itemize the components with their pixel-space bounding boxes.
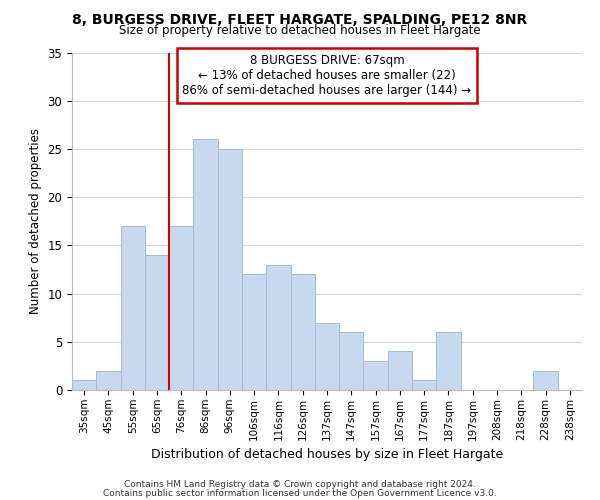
- Bar: [242, 274, 266, 390]
- Text: Size of property relative to detached houses in Fleet Hargate: Size of property relative to detached ho…: [119, 24, 481, 37]
- Bar: [412, 380, 436, 390]
- Y-axis label: Number of detached properties: Number of detached properties: [29, 128, 42, 314]
- Bar: [72, 380, 96, 390]
- Bar: [364, 361, 388, 390]
- Text: 8, BURGESS DRIVE, FLEET HARGATE, SPALDING, PE12 8NR: 8, BURGESS DRIVE, FLEET HARGATE, SPALDIN…: [73, 12, 527, 26]
- Bar: [315, 322, 339, 390]
- Bar: [145, 255, 169, 390]
- X-axis label: Distribution of detached houses by size in Fleet Hargate: Distribution of detached houses by size …: [151, 448, 503, 461]
- Bar: [121, 226, 145, 390]
- Bar: [218, 149, 242, 390]
- Text: 8 BURGESS DRIVE: 67sqm
← 13% of detached houses are smaller (22)
86% of semi-det: 8 BURGESS DRIVE: 67sqm ← 13% of detached…: [182, 54, 472, 97]
- Text: Contains public sector information licensed under the Open Government Licence v3: Contains public sector information licen…: [103, 488, 497, 498]
- Bar: [193, 140, 218, 390]
- Bar: [266, 264, 290, 390]
- Bar: [169, 226, 193, 390]
- Bar: [96, 370, 121, 390]
- Bar: [290, 274, 315, 390]
- Bar: [388, 352, 412, 390]
- Text: Contains HM Land Registry data © Crown copyright and database right 2024.: Contains HM Land Registry data © Crown c…: [124, 480, 476, 489]
- Bar: [436, 332, 461, 390]
- Bar: [339, 332, 364, 390]
- Bar: [533, 370, 558, 390]
